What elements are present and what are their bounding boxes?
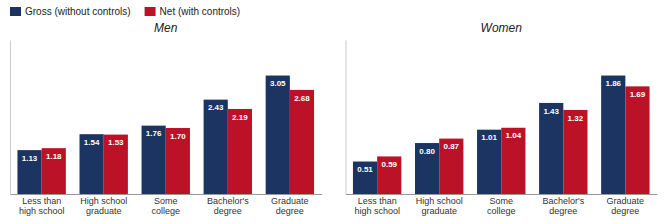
y-axis xyxy=(10,41,11,195)
x-tick-label: Graduatedegree xyxy=(271,196,309,216)
data-label: 3.05 xyxy=(270,79,286,88)
x-axis-line xyxy=(11,194,323,195)
x-tick: High schoolgraduate xyxy=(416,194,463,216)
bar xyxy=(501,128,525,194)
bar xyxy=(353,162,377,194)
chart: Men 1.13 1.54 1.76 2.43 3.05 1.18 1.53 1.70 2.19 2… xyxy=(0,0,667,224)
x-axis-line xyxy=(346,194,658,195)
bar xyxy=(142,126,166,194)
data-label: 1.86 xyxy=(605,79,621,88)
bar xyxy=(439,139,463,194)
x-tick-label: High schoolgraduate xyxy=(416,196,463,216)
bar xyxy=(377,156,401,194)
data-label: 1.18 xyxy=(46,152,62,161)
bar xyxy=(228,109,252,194)
bar xyxy=(79,134,103,194)
data-label: 1.76 xyxy=(146,129,162,138)
x-tick: Bachelor'sdegree xyxy=(207,194,249,216)
bar xyxy=(601,76,625,194)
legend-item: Net (with controls) xyxy=(145,6,241,17)
legend-label: Gross (without controls) xyxy=(25,6,131,17)
bars xyxy=(17,76,314,194)
x-tick: High schoolgraduate xyxy=(80,194,127,216)
data-label: 1.01 xyxy=(481,133,497,142)
data-label: 1.54 xyxy=(84,138,100,147)
x-tick: Less thanhigh school xyxy=(354,194,400,216)
data-label: 1.13 xyxy=(22,154,38,163)
x-tick-label: Bachelor'sdegree xyxy=(207,196,249,216)
data-label: 2.68 xyxy=(294,94,310,103)
data-label: 0.59 xyxy=(381,160,397,169)
data-labels: 0.51 0.80 1.01 1.43 1.86 0.59 0.87 1.04 1.32 1.69 xyxy=(357,79,646,174)
x-tick: Somecollege xyxy=(151,194,180,216)
y-axis xyxy=(346,41,347,195)
data-label: 1.43 xyxy=(543,107,559,116)
bar xyxy=(290,90,314,194)
legend-label: Net (with controls) xyxy=(160,6,241,17)
x-tick: Somecollege xyxy=(487,194,516,216)
legend-swatch xyxy=(10,7,21,16)
x-tick: Graduatedegree xyxy=(607,194,645,216)
data-label: 0.51 xyxy=(357,165,373,174)
data-label: 1.04 xyxy=(506,131,522,140)
data-labels: 1.13 1.54 1.76 2.43 3.05 1.18 1.53 1.70 2.19 2.68 xyxy=(22,79,311,163)
y-axis-line xyxy=(10,41,11,195)
bar xyxy=(166,128,190,194)
data-label: 2.19 xyxy=(232,113,248,122)
data-label: 0.80 xyxy=(419,147,435,156)
legend-item: Gross (without controls) xyxy=(10,6,131,17)
y-axis-line xyxy=(346,41,347,195)
x-tick-label: Less thanhigh school xyxy=(354,196,400,216)
x-tick-label: Somecollege xyxy=(151,196,180,216)
panel-title: Men xyxy=(154,21,178,35)
bar xyxy=(17,150,41,194)
x-tick-label: Bachelor'sdegree xyxy=(542,196,584,216)
data-label: 2.43 xyxy=(208,103,224,112)
x-axis: Less thanhigh school High schoolgraduate S… xyxy=(11,194,323,216)
panel-title: Women xyxy=(481,21,523,35)
x-tick: Less thanhigh school xyxy=(19,194,65,216)
bar xyxy=(539,103,563,194)
data-label: 0.87 xyxy=(444,142,460,151)
panel: Men 1.13 1.54 1.76 2.43 3.05 1.18 1.53 1.70 2.19 2… xyxy=(11,21,323,216)
x-axis: Less thanhigh school High schoolgraduate S… xyxy=(346,194,658,216)
data-label: 1.53 xyxy=(108,138,124,147)
data-label: 1.32 xyxy=(568,114,584,123)
x-tick: Bachelor'sdegree xyxy=(542,194,584,216)
x-tick-label: Somecollege xyxy=(487,196,516,216)
data-label: 1.69 xyxy=(630,90,646,99)
legend: Gross (without controls) Net (with contro… xyxy=(10,6,240,17)
bar xyxy=(42,148,66,194)
bar xyxy=(266,76,290,194)
x-tick-label: High schoolgraduate xyxy=(80,196,127,216)
bar xyxy=(104,135,128,194)
x-tick: Graduatedegree xyxy=(271,194,309,216)
legend-swatch xyxy=(145,7,156,16)
bar xyxy=(204,100,228,194)
bar xyxy=(415,143,439,194)
x-tick-label: Graduatedegree xyxy=(607,196,645,216)
bar xyxy=(625,86,649,194)
bar xyxy=(477,130,501,194)
panel: Women 0.51 0.80 1.01 1.43 1.86 0.59 0.87 1.04 1.3… xyxy=(346,21,658,216)
x-tick-label: Less thanhigh school xyxy=(19,196,65,216)
data-label: 1.70 xyxy=(170,132,186,141)
bar xyxy=(563,110,587,194)
bars xyxy=(353,76,650,194)
